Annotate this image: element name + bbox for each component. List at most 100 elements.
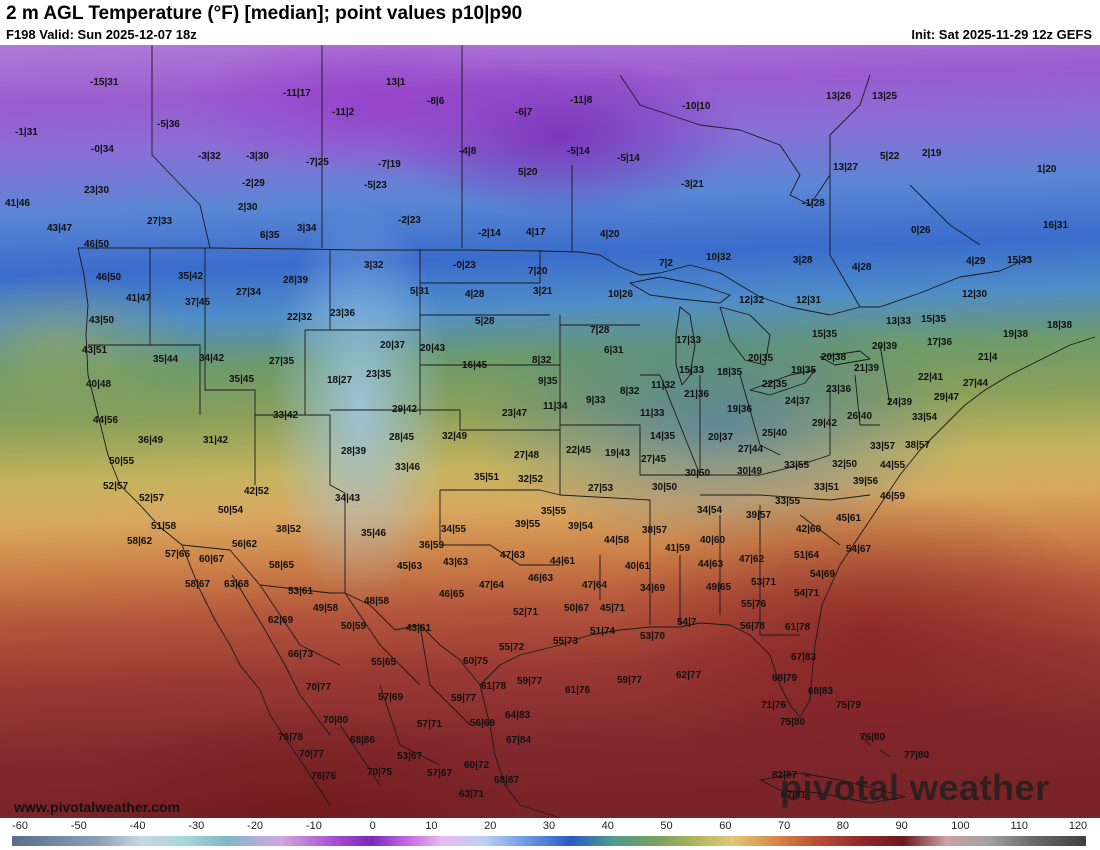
point-value: 3|32 [364, 260, 384, 271]
point-value: 27|45 [641, 454, 667, 465]
point-value: 46|59 [880, 491, 906, 502]
point-value: -0|34 [91, 144, 114, 155]
hudson-bay [619, 74, 871, 206]
point-value: 7|2 [659, 258, 673, 269]
point-value: 28|39 [341, 446, 367, 457]
point-value: 54|67 [846, 544, 872, 555]
site-url[interactable]: www.pivotalweather.com [14, 799, 180, 815]
point-value: 34|43 [335, 493, 361, 504]
lake-huron [719, 306, 771, 366]
point-value: 39|56 [853, 476, 879, 487]
point-value: 27|48 [514, 450, 540, 461]
point-value: 39|57 [746, 510, 772, 521]
point-value: 30|50 [685, 468, 711, 479]
point-value: 50|55 [109, 456, 135, 467]
point-value: 77|80 [904, 750, 930, 761]
point-value: 57|67 [427, 768, 453, 779]
point-value: -8|6 [427, 96, 445, 107]
header: 2 m AGL Temperature (°F) [median]; point… [0, 0, 1100, 45]
point-value: 23|36 [330, 308, 356, 319]
atlantic-coast [814, 336, 1096, 646]
point-value: 20|37 [708, 432, 734, 443]
point-value: 25|40 [762, 428, 788, 439]
point-value: 43|63 [443, 557, 469, 568]
point-value: 11|33 [640, 408, 665, 419]
point-value: 12|30 [962, 289, 988, 300]
point-value: 68|83 [808, 686, 834, 697]
point-value: 53|71 [751, 577, 777, 588]
point-value: 35|51 [474, 472, 500, 483]
point-value: 51|74 [590, 626, 616, 637]
point-value: 48|58 [364, 596, 390, 607]
point-value: 28|45 [389, 432, 415, 443]
point-value: 61|78 [785, 622, 811, 633]
point-value: 35|44 [153, 354, 179, 365]
point-value: 1|20 [1037, 164, 1057, 175]
point-value: 44|63 [698, 559, 724, 570]
point-value: 4|28 [852, 262, 872, 273]
map-title: 2 m AGL Temperature (°F) [median]; point… [6, 3, 523, 24]
point-value: 36|59 [419, 540, 445, 551]
point-value: 33|55 [775, 496, 801, 507]
point-value: -5|14 [567, 146, 590, 157]
point-value: 21|36 [684, 389, 710, 400]
point-value: 57|69 [378, 692, 404, 703]
lake-michigan [675, 306, 696, 386]
point-value: 17|36 [927, 337, 953, 348]
point-value: -11|17 [283, 88, 311, 99]
colorbar-tick: 10 [425, 820, 438, 832]
point-value: 61|76 [565, 685, 591, 696]
point-value: 23|36 [826, 384, 852, 395]
point-value: 28|39 [283, 275, 309, 286]
point-value: 19|35 [791, 365, 817, 376]
point-value: 34|42 [199, 353, 225, 364]
point-value: -2|29 [242, 178, 265, 189]
point-value: 64|83 [505, 710, 531, 721]
point-value: 40|48 [86, 379, 112, 390]
point-value: 54|71 [794, 588, 820, 599]
point-value: 18|38 [1047, 320, 1073, 331]
point-value: 43|50 [89, 315, 115, 326]
point-value: 70|75 [367, 767, 393, 778]
point-value: 45|61 [836, 513, 862, 524]
colorbar-tick: -50 [70, 820, 87, 832]
point-value: 41|59 [665, 543, 691, 554]
point-value: 52|57 [103, 481, 129, 492]
point-value: 37|45 [185, 297, 211, 308]
point-value: -1|28 [802, 198, 825, 209]
point-value: 45|63 [397, 561, 423, 572]
point-value: 50|54 [218, 505, 244, 516]
point-value: 10|26 [608, 289, 634, 300]
point-value: 20|37 [380, 340, 406, 351]
point-value: 3|28 [793, 255, 813, 266]
point-value: 56|62 [232, 539, 258, 550]
point-value: 47|62 [739, 554, 765, 565]
point-value: 63|71 [459, 789, 485, 800]
point-value: 62|69 [268, 615, 294, 626]
point-value: 15|33 [1007, 255, 1033, 266]
point-value: 27|53 [588, 483, 614, 494]
point-value: 5|28 [475, 316, 495, 327]
point-value: -11|2 [332, 107, 355, 118]
point-value: 63|68 [224, 579, 250, 590]
point-value: -2|14 [478, 228, 501, 239]
colorbar-tick: 100 [951, 820, 970, 832]
point-value: 49|65 [706, 582, 732, 593]
point-value: 4|28 [465, 289, 485, 300]
point-value: 10|32 [706, 252, 732, 263]
colorbar-tick: -10 [305, 820, 322, 832]
point-value: 67|83 [791, 652, 817, 663]
point-value: 66|73 [288, 649, 314, 660]
lake-erie [749, 369, 816, 396]
point-value: 29|42 [392, 404, 418, 415]
point-value: 33|57 [870, 441, 896, 452]
point-value: 29|47 [934, 392, 960, 403]
point-value: 47|63 [500, 550, 526, 561]
temperature-map[interactable]: -15|31 13|1 -11|17 -8|6 -11|8 -10|10 13|26 13|2… [0, 45, 1100, 818]
point-value: 46|50 [84, 239, 110, 250]
point-value: 11|32 [651, 380, 676, 391]
point-value: 56|78 [740, 621, 766, 632]
point-value: 19|36 [727, 404, 753, 415]
colorbar-tick: -30 [188, 820, 205, 832]
point-value: 46|50 [96, 272, 122, 283]
